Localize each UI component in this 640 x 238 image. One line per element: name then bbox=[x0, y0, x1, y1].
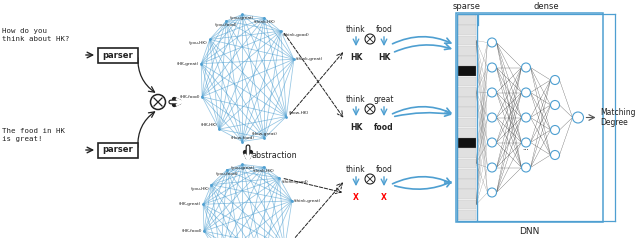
Text: dense: dense bbox=[534, 2, 559, 11]
Bar bbox=[458, 97, 476, 107]
Text: (HK,food): (HK,food) bbox=[182, 229, 202, 233]
Text: think: think bbox=[346, 164, 366, 174]
Bar bbox=[458, 118, 476, 128]
Bar bbox=[458, 66, 476, 76]
Bar bbox=[458, 159, 476, 169]
Text: HK: HK bbox=[350, 53, 362, 61]
Text: X: X bbox=[381, 193, 387, 202]
Text: parser: parser bbox=[102, 50, 133, 60]
Bar bbox=[458, 46, 476, 56]
Text: food: food bbox=[374, 123, 394, 132]
Bar bbox=[458, 128, 476, 138]
Text: (How,food): (How,food) bbox=[230, 135, 254, 139]
Bar bbox=[458, 25, 476, 35]
Text: HK: HK bbox=[350, 123, 362, 132]
Text: (you,great): (you,great) bbox=[230, 16, 254, 20]
Text: Matching
Degree: Matching Degree bbox=[600, 108, 636, 127]
Bar bbox=[458, 35, 476, 45]
Bar bbox=[458, 87, 476, 97]
Bar bbox=[458, 169, 476, 179]
FancyBboxPatch shape bbox=[98, 143, 138, 158]
Text: (HK,great): (HK,great) bbox=[177, 62, 199, 66]
Text: HK: HK bbox=[378, 53, 390, 61]
Bar bbox=[458, 210, 476, 220]
Text: parser: parser bbox=[102, 145, 133, 154]
Text: abstraction: abstraction bbox=[252, 150, 298, 159]
Text: (think,great): (think,great) bbox=[296, 57, 323, 61]
Text: food: food bbox=[376, 164, 392, 174]
Bar bbox=[458, 56, 476, 66]
Text: (HK,food): (HK,food) bbox=[180, 95, 200, 99]
Text: (think,HK): (think,HK) bbox=[253, 20, 275, 24]
Text: The food in HK
is great!: The food in HK is great! bbox=[2, 128, 65, 142]
Bar bbox=[458, 189, 476, 199]
Text: (think,HK): (think,HK) bbox=[253, 169, 275, 173]
Text: (you,HK): (you,HK) bbox=[189, 41, 207, 45]
Text: (think,good): (think,good) bbox=[283, 33, 310, 37]
Bar bbox=[458, 179, 476, 189]
Text: think: think bbox=[346, 94, 366, 104]
Text: How do you
think about HK?: How do you think about HK? bbox=[2, 28, 70, 42]
Text: (think,great): (think,great) bbox=[294, 199, 321, 203]
Bar bbox=[458, 76, 476, 86]
Text: (think,good): (think,good) bbox=[282, 180, 308, 184]
Text: (you,food): (you,food) bbox=[216, 172, 238, 176]
Text: (you,great): (you,great) bbox=[230, 166, 255, 170]
Bar bbox=[458, 148, 476, 158]
Text: (you,food): (you,food) bbox=[215, 23, 237, 27]
Text: great: great bbox=[374, 94, 394, 104]
Text: DNN: DNN bbox=[519, 227, 540, 236]
Text: X: X bbox=[353, 193, 359, 202]
Text: food: food bbox=[376, 25, 392, 34]
Text: ...: ... bbox=[523, 144, 529, 150]
Text: (HK,great): (HK,great) bbox=[179, 202, 201, 206]
Bar bbox=[458, 138, 476, 148]
Text: (you,HK): (you,HK) bbox=[191, 187, 209, 191]
FancyBboxPatch shape bbox=[98, 48, 138, 63]
Text: (How,great): (How,great) bbox=[252, 132, 277, 136]
Bar bbox=[458, 107, 476, 117]
Text: think: think bbox=[346, 25, 366, 34]
Text: (HK,HK): (HK,HK) bbox=[200, 123, 217, 127]
Bar bbox=[458, 199, 476, 209]
Text: sparse: sparse bbox=[453, 2, 481, 11]
Bar bbox=[458, 15, 476, 25]
Text: (How,HK): (How,HK) bbox=[289, 110, 308, 114]
